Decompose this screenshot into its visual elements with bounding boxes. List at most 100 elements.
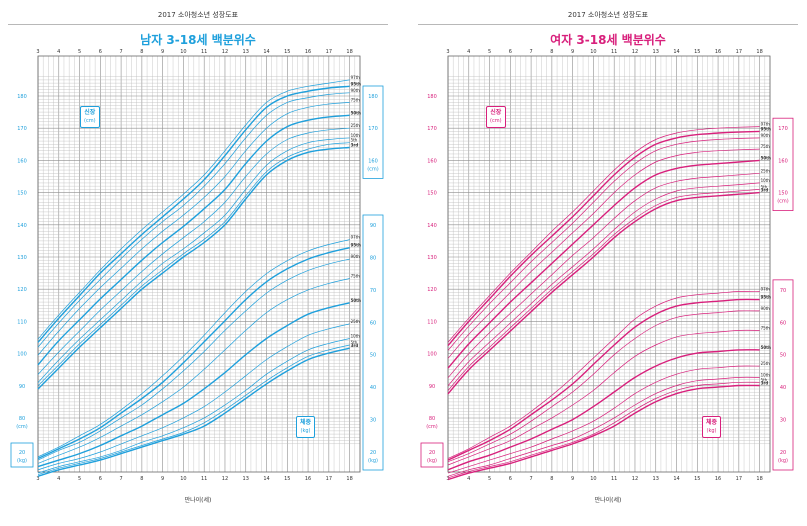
height-curve-25th-label: 25th [761,168,771,173]
document-title: 2017 소아청소년 성장도표 [567,11,649,19]
x-tick-label-top: 15 [694,49,700,55]
weight-legend-box: 체중 (kg) [702,416,722,438]
x-tick-label-bottom: 11 [201,476,207,482]
x-tick-label-top: 16 [715,49,721,55]
x-tick-label-top: 4 [57,49,60,55]
x-tick-label-bottom: 14 [263,476,269,482]
weight-legend-unit: (kg) [706,428,717,434]
weight-tick-label: 30 [780,418,786,424]
right-height-tick-label: 150 [778,191,788,197]
boys-growth-chart-page: 2017 소아청소년 성장도표 남자 3-18세 백분위수 3 3 4 4 5 5 6 6 7 7… [8,0,388,526]
height-curve-95th-label: 95th [761,126,771,131]
x-tick-label-bottom: 6 [99,476,102,482]
height-tick-label: 110 [427,319,437,325]
weight-curve-90th-label: 90th [761,306,771,311]
weight-legend-label: 체중 [706,419,718,426]
height-tick-label: 140 [17,223,27,229]
document-title: 2017 소아청소년 성장도표 [157,11,239,19]
left-weight-tick-label: 20 [429,450,435,456]
weight-tick-label: 60 [370,320,376,326]
x-tick-label-bottom: 18 [756,476,762,482]
x-tick-label-bottom: 10 [590,476,596,482]
weight-curve-97th [37,239,350,458]
weight-tick-label: 90 [370,223,376,229]
height-tick-label: 80 [19,416,25,422]
height-tick-label: 160 [17,158,27,164]
height-curve-75th-label: 75th [761,144,771,149]
height-legend-unit: (cm) [490,118,502,124]
height-curve-50th-label: 50th [351,110,361,115]
right-height-axis-box [772,117,794,211]
x-tick-label-top: 6 [509,49,512,55]
height-tick-label: 100 [17,352,27,358]
x-tick-label-bottom: 5 [78,476,81,482]
height-legend-box: 신장 (cm) [80,106,100,128]
weight-curve-50th [37,302,350,468]
weight-curve-95th [37,247,350,460]
x-tick-label-bottom: 15 [284,476,290,482]
height-curve-90th [37,92,350,348]
x-tick-label-top: 5 [78,49,81,55]
weight-curve-75th-label: 75th [351,274,361,279]
weight-curve-97th-label: 97th [761,286,771,291]
height-tick-label: 90 [19,384,25,390]
height-legend-box: 신장 (cm) [486,106,506,128]
weight-curve-50th [447,349,760,471]
height-curve-75th [37,102,350,356]
weight-curve-3rd [447,384,760,481]
weight-curve-95th-label: 95th [761,295,771,300]
height-tick-label: 100 [427,352,437,358]
right-height-tick-label: 180 [368,94,378,100]
x-tick-label-top: 17 [326,49,332,55]
x-tick-label-bottom: 7 [120,476,123,482]
left-weight-tick-label: 20 [19,450,25,456]
x-tick-label-top: 9 [161,49,164,55]
chart-title: 여자 3-18세 백분위수 [550,33,666,47]
weight-curve-95th-label: 95th [351,243,361,248]
weight-curve-5th [447,381,760,479]
height-tick-label: 170 [17,126,27,132]
weight-curve-3rd-label: 3rd [351,343,359,348]
weight-tick-label: 70 [370,288,376,294]
x-tick-label-top: 4 [467,49,470,55]
x-tick-label-bottom: 5 [488,476,491,482]
x-tick-label-top: 18 [756,49,762,55]
x-tick-label-top: 3 [36,49,39,55]
weight-tick-label: 80 [370,255,376,261]
right-height-tick-label: 160 [368,158,378,164]
weight-curve-5th [37,344,350,476]
x-tick-label-top: 7 [120,49,123,55]
height-tick-label: 80 [429,416,435,422]
height-legend-unit: (cm) [84,118,96,124]
weight-tick-label: 20 [370,450,376,456]
weight-tick-label: 50 [370,353,376,359]
x-tick-label-top: 14 [263,49,269,55]
right-height-axis-box [362,85,384,179]
weight-curve-95th [447,298,760,461]
x-tick-label-top: 14 [673,49,679,55]
x-tick-label-bottom: 4 [467,476,470,482]
height-legend-label: 신장 [490,109,502,116]
x-tick-label-bottom: 9 [571,476,574,482]
weight-curve-75th [447,329,760,466]
height-tick-label: 120 [17,287,27,293]
height-curve-25th [37,127,350,375]
height-curve-50th-label: 50th [761,155,771,160]
left-weight-unit-label: (kg) [427,458,437,464]
x-tick-label-bottom: 16 [305,476,311,482]
x-tick-label-top: 13 [653,49,659,55]
weight-curve-97th-label: 97th [351,235,361,240]
height-tick-label: 130 [427,255,437,261]
weight-legend-label: 체중 [300,419,312,426]
weight-unit-label: (kg) [778,458,788,464]
weight-curve-25th [447,365,760,474]
weight-curve-90th-label: 90th [351,254,361,259]
x-tick-label-top: 11 [611,49,617,55]
header-divider [8,24,388,25]
height-tick-label: 140 [427,223,437,229]
weight-curve-50th-label: 50th [761,345,771,350]
header-divider [418,24,798,25]
height-curve-50th [447,159,760,369]
weight-curve-3rd-label: 3rd [761,381,769,386]
